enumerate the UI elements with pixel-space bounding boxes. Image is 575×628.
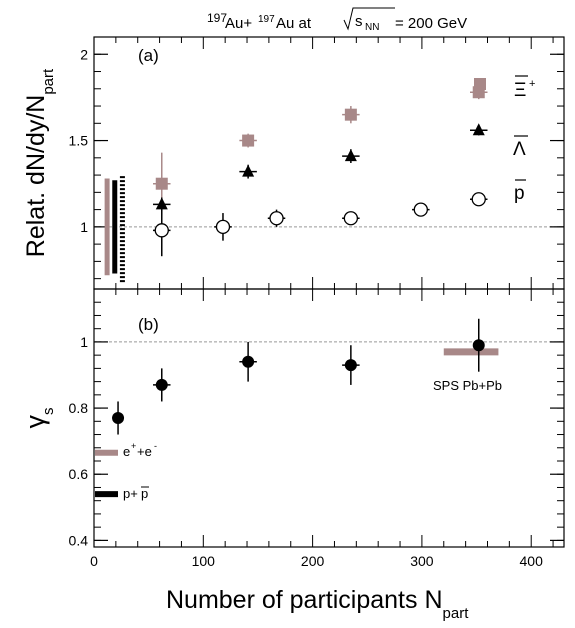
y-label-b-sub: s: [40, 408, 57, 416]
ppbar-label: p+ p: [123, 486, 149, 501]
ee-label-minus: -: [154, 441, 157, 451]
y-tick-label: 0.6: [69, 466, 89, 482]
y-label-a-main: Relat. dN/dy/Npart: [22, 68, 57, 257]
ee-label-mid: +e: [137, 444, 152, 459]
marker-lambda: [472, 123, 485, 136]
legend-pbar: p: [514, 179, 526, 204]
legend-pbar-label: p: [514, 183, 525, 204]
marker-pbar: [471, 192, 486, 207]
legend-lambda: Λ: [513, 135, 528, 160]
legend-xi-sup: +: [529, 78, 535, 90]
y-axis-label-b: γs: [20, 408, 57, 429]
marker-pbar: [154, 223, 169, 238]
x-tick-label: 0: [90, 553, 98, 569]
x-label-sub: part: [443, 605, 470, 622]
marker-lambda: [344, 149, 357, 162]
title-a2: Au+: [225, 15, 252, 32]
y-label-a-text: Relat. dN/dy/N: [22, 95, 50, 258]
marker-gamma: [344, 359, 357, 372]
y-tick-label: 1: [80, 334, 88, 350]
title-energy: = 200 GeV: [395, 15, 467, 32]
y-tick-label: 0.4: [69, 532, 89, 548]
marker-gamma: [242, 355, 255, 368]
marker-lambda: [242, 164, 255, 177]
title-nn: NN: [365, 22, 379, 33]
panel-a-frame: [93, 36, 565, 290]
sqrt-sign: [343, 7, 395, 31]
y-tick-label: 1.5: [69, 133, 89, 149]
legend-lambda-label: Λ: [513, 139, 526, 160]
legend-xi-label: Ξ: [514, 80, 526, 101]
panel-a: 11.52: [69, 37, 564, 289]
x-tick-label: 200: [301, 553, 325, 569]
marker-xi: [242, 134, 255, 147]
y-label-b-text: γ: [20, 415, 50, 429]
marker-xi: [155, 177, 168, 190]
figure-title: 197 Au+ 197 Au at s NN = 200 GeV: [207, 7, 467, 33]
x-tick-label: 300: [410, 553, 434, 569]
y-tick-label: 1: [80, 219, 88, 235]
marker-pbar: [215, 219, 231, 235]
panel-b-label: (b): [138, 315, 159, 334]
marker-pbar: [269, 211, 284, 226]
title-a4: Au at: [276, 15, 312, 32]
x-tick-label: 400: [520, 553, 544, 569]
ee-label-e: e: [123, 444, 130, 459]
marker-gamma: [155, 378, 168, 391]
y-axis-label-a: Relat. dN/dy/Npart: [22, 68, 57, 257]
x-axis-label: Number of participants Npart: [166, 586, 469, 622]
y-label-b-main: γs: [20, 408, 57, 429]
legend-xi: Ξ +: [514, 75, 535, 101]
x-label-text: Number of participants N: [166, 586, 443, 614]
marker-pbar: [343, 211, 359, 226]
y-tick-label: 2: [80, 46, 88, 62]
y-label-a-sub: part: [40, 68, 57, 95]
marker-xi: [344, 108, 357, 121]
sps-label: SPS Pb+Pb: [433, 378, 502, 393]
ppbar-label-pre: p+: [123, 486, 138, 501]
panel-a-label: (a): [138, 46, 159, 65]
legend-xi-marker: [474, 78, 486, 90]
title-a3: 197: [258, 14, 275, 25]
panel-b: 0.4 0.6 0.8 1: [69, 289, 564, 548]
ee-label-plus: +: [131, 441, 136, 451]
marker-gamma: [472, 339, 485, 352]
ppbar-label-p: p: [141, 486, 148, 501]
marker-gamma: [112, 412, 125, 424]
x-axis: 0 100 200 300 400: [90, 553, 543, 569]
marker-pbar: [413, 202, 428, 217]
panel-b-frame: [93, 288, 565, 548]
x-tick-label: 100: [192, 553, 216, 569]
title-s: s: [355, 13, 363, 30]
y-tick-label: 0.8: [69, 400, 89, 416]
ee-label: e + +e -: [123, 441, 157, 459]
title-a1: 197: [207, 11, 227, 25]
marker-lambda: [155, 197, 168, 210]
